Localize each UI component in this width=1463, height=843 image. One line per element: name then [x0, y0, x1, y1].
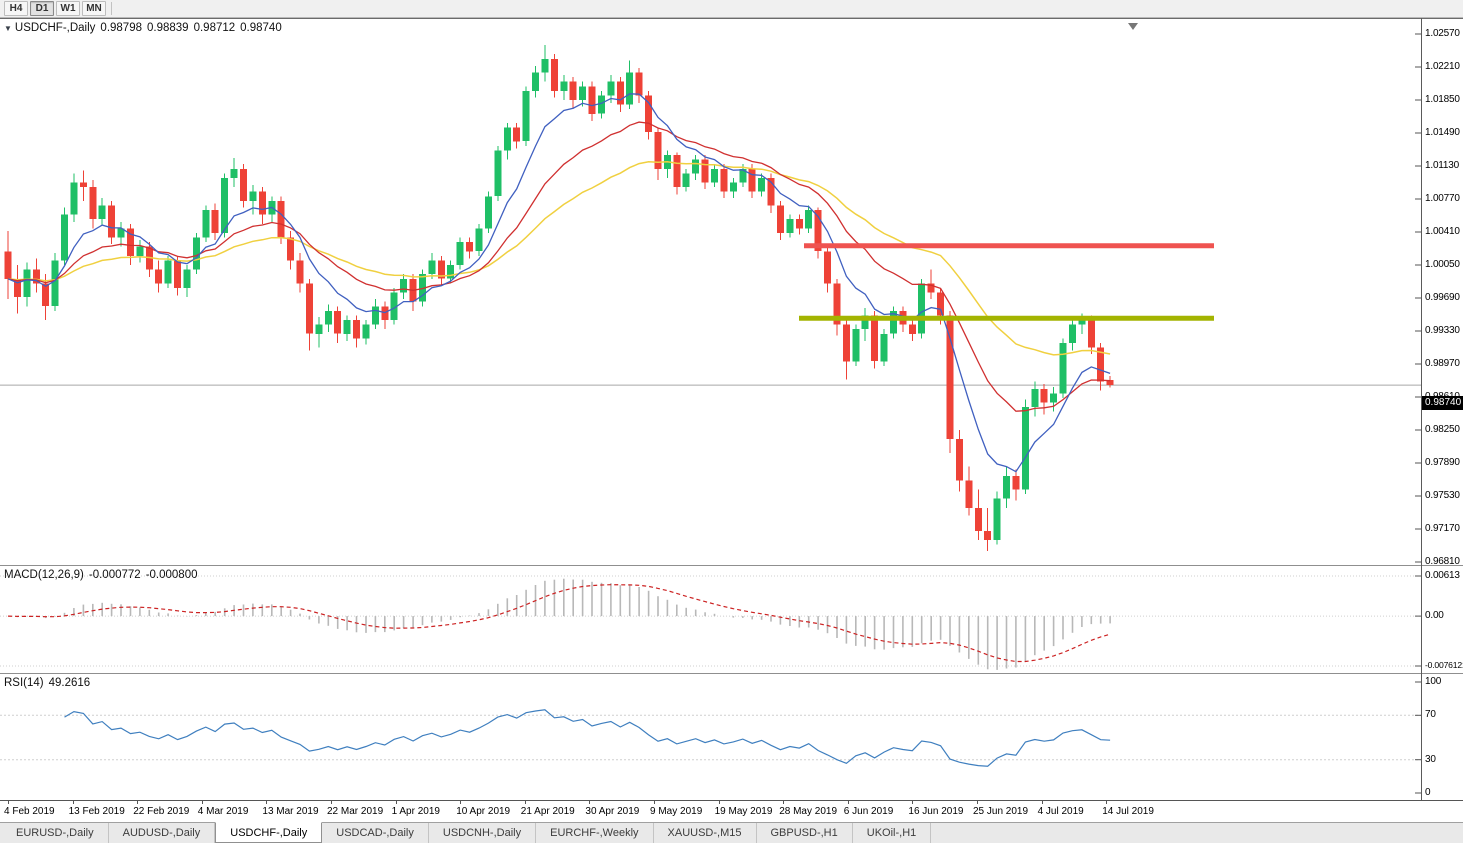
date-label: 4 Mar 2019 — [197, 806, 249, 817]
price-scale-label: 0.96810 — [1425, 556, 1460, 567]
price-scale-label: 1.01850 — [1425, 94, 1460, 105]
one-click-trading-icon[interactable]: ▼ — [4, 24, 12, 33]
rsi-scale-label: 100 — [1425, 676, 1442, 687]
date-tick — [331, 801, 332, 804]
timeframe-button-h4[interactable]: H4 — [4, 1, 28, 16]
date-label: 16 Jun 2019 — [908, 806, 964, 817]
macd-scale-label: 0.00613 — [1425, 570, 1460, 581]
chart-tab-usdchf-daily[interactable]: USDCHF-,Daily — [215, 822, 323, 843]
date-label: 6 Jun 2019 — [843, 806, 894, 817]
date-label: 21 Apr 2019 — [520, 806, 575, 817]
price-scale-label: 0.97170 — [1425, 523, 1460, 534]
rsi-panel[interactable]: RSI(14) 49.2616 100 70 30 0 — [0, 673, 1463, 800]
date-label: 4 Feb 2019 — [4, 806, 55, 817]
date-tick — [589, 801, 591, 804]
chart-tab-eurusd-daily[interactable]: EURUSD-,Daily — [2, 823, 109, 843]
date-label: 19 May 2019 — [714, 806, 773, 817]
date-tick — [654, 801, 655, 804]
date-tick — [1106, 801, 1108, 804]
rsi-chart[interactable] — [0, 674, 1421, 800]
current-price-badge: 0.98740 — [1422, 396, 1463, 411]
date-tick — [912, 801, 914, 804]
date-tick — [72, 801, 74, 804]
price-scale-label: 0.99690 — [1425, 292, 1460, 303]
chart-tab-audusd-daily[interactable]: AUDUSD-,Daily — [109, 823, 216, 843]
price-scale-label: 1.00410 — [1425, 226, 1460, 237]
date-label: 13 Feb 2019 — [68, 806, 125, 817]
chart-tabbar: EURUSD-,Daily AUDUSD-,Daily USDCHF-,Daily U… — [0, 822, 1463, 843]
timeframe-toolbar: H4 D1 W1 MN — [0, 0, 1463, 18]
price-scale[interactable]: 1.02570 1.02210 1.01850 1.01490 1.01130 1.007… — [1422, 19, 1463, 567]
date-tick — [847, 801, 849, 804]
date-label: 22 Mar 2019 — [327, 806, 384, 817]
chart-tab-xauusd-m15[interactable]: XAUUSD-,M15 — [654, 823, 757, 843]
macd-scale-label: 0.00 — [1425, 610, 1444, 622]
rsi-scale-label: 30 — [1425, 753, 1436, 765]
shift-marker-icon — [1128, 23, 1138, 30]
macd-chart[interactable] — [0, 566, 1421, 673]
date-label: 4 Jul 2019 — [1037, 806, 1084, 817]
rsi-label: RSI(14) 49.2616 — [4, 677, 91, 689]
rsi-scale-label: 70 — [1425, 709, 1436, 721]
date-label: 25 Jun 2019 — [973, 806, 1029, 817]
date-tick — [524, 801, 526, 804]
scale-separator — [1421, 18, 1422, 800]
chart-tab-usdcad-daily[interactable]: USDCAD-,Daily — [322, 823, 429, 843]
price-scale-label: 1.01130 — [1425, 160, 1460, 171]
date-tick — [137, 801, 139, 804]
price-scale-label: 0.97530 — [1425, 490, 1460, 501]
date-tick — [977, 801, 978, 804]
price-chart-panel[interactable]: ▼ USDCHF-,Daily 0.98798 0.98839 0.98712 0.987… — [0, 18, 1463, 567]
price-scale-label: 0.98250 — [1425, 424, 1460, 435]
toolbar-separator — [111, 2, 112, 15]
date-label: 14 Jul 2019 — [1102, 806, 1154, 817]
macd-panel[interactable]: MACD(12,26,9) -0.000772 -0.000800 0.00613 0… — [0, 565, 1463, 673]
date-tick — [8, 801, 9, 804]
date-tick — [201, 801, 203, 804]
price-scale-label: 0.97890 — [1425, 457, 1460, 468]
chart-tab-usdcnh-daily[interactable]: USDCNH-,Daily — [429, 823, 537, 843]
chart-tab-ukoil-h1[interactable]: UKOil-,H1 — [853, 823, 932, 843]
price-scale-label: 1.00050 — [1425, 259, 1460, 270]
chart-tab-eurchf-weekly[interactable]: EURCHF-,Weekly — [536, 823, 654, 843]
timeframe-button-mn[interactable]: MN — [82, 1, 106, 16]
price-scale-label: 1.01490 — [1425, 127, 1460, 138]
date-tick — [460, 801, 462, 804]
date-axis[interactable]: 4 Feb 2019 13 Feb 2019 22 Feb 2019 4 Mar 20… — [0, 800, 1463, 822]
date-label: 1 Apr 2019 — [391, 806, 440, 817]
timeframe-button-d1[interactable]: D1 — [30, 1, 54, 16]
date-tick — [1041, 801, 1043, 804]
date-label: 13 Mar 2019 — [262, 806, 319, 817]
chart-symbol-label: USDCHF-,Daily — [14, 22, 96, 34]
date-tick — [395, 801, 397, 804]
macd-scale[interactable]: 0.00613 0.00 -0.0076121 — [1422, 566, 1463, 673]
candlestick-chart[interactable] — [0, 19, 1421, 565]
price-scale-label: 1.02570 — [1425, 28, 1460, 39]
date-tick — [718, 801, 720, 804]
date-tick — [266, 801, 268, 804]
ohlc-open: 0.98798 — [100, 22, 142, 34]
ohlc-close: 0.98740 — [240, 22, 282, 34]
price-scale-label: 0.99330 — [1425, 325, 1460, 336]
rsi-scale-label: 0 — [1425, 787, 1431, 798]
date-label: 10 Apr 2019 — [456, 806, 511, 817]
ohlc-high: 0.98839 — [147, 22, 189, 34]
date-tick — [783, 801, 785, 804]
ohlc-low: 0.98712 — [193, 22, 236, 34]
date-label: 22 Feb 2019 — [133, 806, 190, 817]
rsi-scale[interactable]: 100 70 30 0 — [1422, 674, 1463, 800]
macd-label: MACD(12,26,9) -0.000772 -0.000800 — [4, 569, 198, 581]
price-scale-label: 1.02210 — [1425, 61, 1460, 72]
chart-title: ▼ USDCHF-,Daily 0.98798 0.98839 0.98712 0.987… — [4, 22, 287, 34]
price-scale-label: 0.98970 — [1425, 358, 1460, 369]
date-label: 30 Apr 2019 — [585, 806, 640, 817]
date-label: 9 May 2019 — [650, 806, 703, 817]
macd-scale-label: -0.0076121 — [1425, 660, 1463, 670]
date-label: 28 May 2019 — [779, 806, 838, 817]
timeframe-button-w1[interactable]: W1 — [56, 1, 80, 16]
chart-tab-gbpusd-h1[interactable]: GBPUSD-,H1 — [757, 823, 853, 843]
price-scale-label: 1.00770 — [1425, 193, 1460, 204]
